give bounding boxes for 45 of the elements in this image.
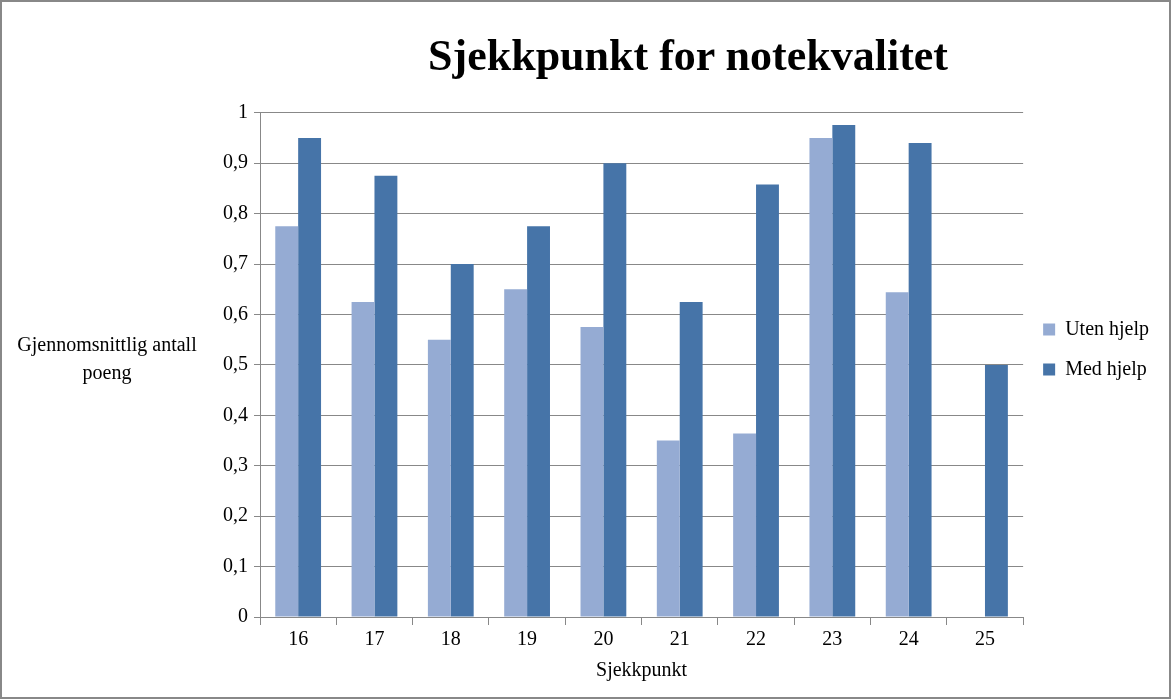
bar [298, 138, 322, 617]
x-tick-label: 23 [822, 627, 843, 650]
legend-label: Med hjelp [1065, 356, 1147, 380]
x-tick-label: 22 [746, 627, 767, 650]
y-tick-label: 0 [238, 604, 248, 627]
bar [733, 433, 757, 617]
x-tick-label: 24 [898, 627, 919, 650]
x-tick-label: 19 [517, 627, 538, 650]
bar [450, 264, 474, 617]
bar [656, 440, 680, 617]
bar [427, 339, 451, 617]
x-axis-title: Sjekkpunkt [596, 658, 688, 682]
y-tick-label: 0,4 [223, 402, 248, 425]
y-tick-label: 1 [238, 100, 248, 123]
y-tick-label: 0,7 [223, 251, 248, 274]
y-tick-label: 0,9 [223, 150, 248, 173]
x-tick-label: 20 [593, 627, 614, 650]
y-tick-label: 0,2 [223, 503, 248, 526]
chart-title: Sjekkpunkt for notekvalitet [428, 30, 949, 80]
x-tick-label: 25 [974, 627, 995, 650]
y-tick-label: 0,3 [223, 452, 248, 475]
bar [885, 292, 909, 617]
x-tick-label: 21 [669, 627, 690, 650]
y-tick-label: 0,1 [223, 553, 248, 576]
bar [351, 301, 375, 617]
y-tick-label: 0,8 [223, 200, 248, 223]
bar [504, 289, 528, 617]
x-tick-label: 17 [364, 627, 385, 650]
bar [603, 163, 627, 617]
bar [580, 327, 604, 617]
bar [756, 184, 779, 617]
x-tick-label: 16 [288, 627, 309, 650]
legend-label: Uten hjelp [1065, 316, 1150, 340]
y-axis-title: Gjennomsnittlig antall poeng [16, 332, 198, 386]
bar [275, 226, 299, 617]
bar [984, 364, 1008, 617]
y-tick-label: 0,5 [223, 352, 248, 375]
bar [374, 175, 398, 617]
bar [527, 226, 550, 617]
bar [679, 301, 703, 617]
bar [832, 124, 856, 617]
x-tick-label: 18 [440, 627, 461, 650]
bar [908, 143, 932, 617]
y-tick-label: 0,6 [223, 301, 248, 324]
bar [809, 138, 833, 617]
